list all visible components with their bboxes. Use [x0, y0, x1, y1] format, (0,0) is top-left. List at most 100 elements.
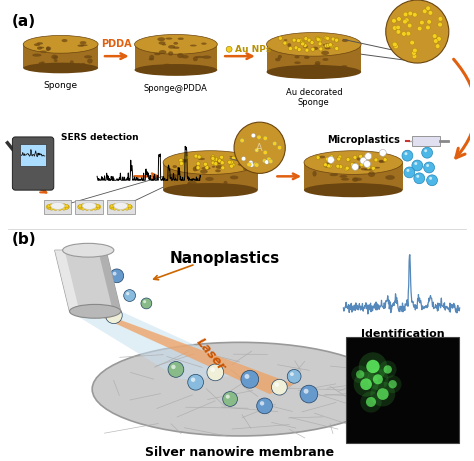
Circle shape [366, 165, 370, 169]
Ellipse shape [303, 45, 308, 48]
Circle shape [196, 162, 200, 165]
Circle shape [412, 48, 417, 53]
Circle shape [110, 206, 114, 209]
Circle shape [264, 160, 269, 164]
Circle shape [331, 37, 335, 41]
Ellipse shape [76, 63, 82, 68]
Ellipse shape [200, 169, 208, 174]
Circle shape [263, 150, 267, 155]
FancyBboxPatch shape [75, 200, 103, 214]
Ellipse shape [315, 61, 320, 65]
FancyBboxPatch shape [107, 200, 135, 214]
Ellipse shape [163, 183, 258, 197]
Circle shape [231, 163, 235, 167]
Circle shape [335, 38, 339, 41]
Ellipse shape [266, 33, 361, 56]
Circle shape [79, 206, 82, 209]
Circle shape [272, 379, 287, 395]
Circle shape [427, 175, 438, 186]
Ellipse shape [82, 202, 96, 209]
Circle shape [392, 18, 396, 23]
Ellipse shape [353, 165, 357, 169]
Circle shape [168, 361, 184, 377]
Ellipse shape [374, 167, 380, 169]
Circle shape [113, 204, 117, 207]
Ellipse shape [368, 171, 375, 177]
Ellipse shape [379, 160, 383, 163]
Circle shape [298, 38, 302, 42]
Circle shape [211, 156, 215, 160]
Text: Au decorated
Sponge: Au decorated Sponge [285, 88, 342, 107]
Circle shape [404, 18, 409, 23]
Circle shape [221, 166, 225, 170]
Circle shape [330, 157, 334, 161]
Circle shape [79, 204, 82, 208]
Circle shape [260, 401, 264, 406]
FancyBboxPatch shape [12, 137, 54, 190]
Ellipse shape [175, 66, 182, 68]
Ellipse shape [195, 165, 200, 171]
Ellipse shape [341, 65, 347, 67]
Circle shape [404, 167, 415, 178]
Polygon shape [163, 163, 258, 190]
Circle shape [245, 374, 249, 379]
Circle shape [54, 207, 57, 211]
Ellipse shape [311, 47, 319, 50]
Ellipse shape [324, 46, 331, 49]
Circle shape [179, 159, 183, 162]
Circle shape [360, 157, 367, 164]
Circle shape [211, 156, 215, 160]
Circle shape [408, 24, 412, 28]
Circle shape [326, 36, 329, 40]
Ellipse shape [54, 59, 58, 62]
Circle shape [247, 162, 251, 167]
Ellipse shape [193, 57, 198, 61]
Circle shape [364, 160, 371, 167]
Ellipse shape [201, 167, 210, 170]
Ellipse shape [237, 163, 245, 166]
Ellipse shape [165, 37, 173, 40]
Circle shape [93, 204, 97, 207]
Circle shape [47, 206, 51, 209]
Polygon shape [23, 44, 98, 68]
Ellipse shape [46, 47, 51, 50]
Circle shape [301, 41, 305, 45]
Ellipse shape [364, 169, 374, 171]
Ellipse shape [287, 43, 291, 47]
Ellipse shape [304, 151, 402, 174]
Circle shape [384, 375, 401, 393]
Circle shape [58, 203, 62, 207]
Text: SERS detection: SERS detection [61, 133, 138, 142]
Circle shape [301, 41, 304, 44]
Circle shape [345, 166, 349, 170]
Circle shape [47, 204, 51, 208]
Ellipse shape [135, 64, 217, 76]
Circle shape [305, 48, 309, 52]
Circle shape [219, 155, 224, 159]
Ellipse shape [319, 156, 325, 159]
Ellipse shape [80, 41, 86, 44]
Ellipse shape [154, 53, 161, 55]
Circle shape [283, 41, 287, 45]
Circle shape [212, 157, 216, 161]
Circle shape [125, 204, 128, 207]
Ellipse shape [352, 177, 358, 182]
Ellipse shape [304, 56, 310, 59]
Ellipse shape [301, 42, 304, 45]
Circle shape [93, 207, 97, 210]
Ellipse shape [37, 47, 42, 50]
Ellipse shape [135, 35, 217, 54]
Circle shape [90, 207, 93, 211]
Circle shape [418, 26, 422, 31]
Circle shape [117, 203, 120, 207]
Circle shape [412, 160, 423, 171]
Circle shape [214, 162, 218, 165]
Circle shape [50, 207, 54, 210]
Circle shape [325, 44, 328, 48]
Circle shape [328, 43, 332, 47]
Circle shape [438, 23, 442, 27]
Circle shape [62, 204, 65, 207]
Circle shape [326, 43, 330, 47]
Ellipse shape [294, 61, 301, 64]
Circle shape [234, 155, 238, 160]
